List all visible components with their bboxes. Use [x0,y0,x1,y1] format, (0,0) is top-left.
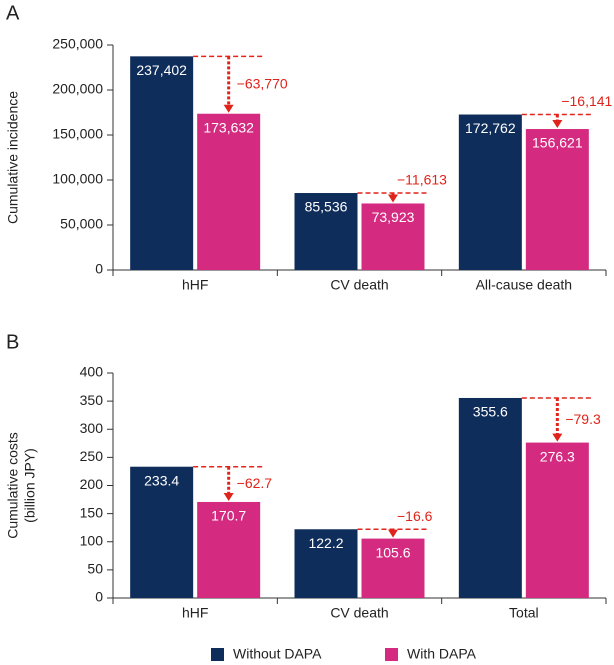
value-label: 170.7 [211,508,246,524]
value-label: 276.3 [540,448,575,464]
value-label: 172,762 [465,120,516,136]
y-tick-label: 0 [95,261,103,277]
legend-swatch [211,648,224,661]
panel-label: B [6,331,19,353]
bar [197,501,261,598]
value-label: 233.4 [144,472,179,488]
y-axis-label: Cumulative incidence [5,91,21,224]
y-tick-label: 0 [95,589,103,605]
bar [294,193,358,270]
value-label: 173,632 [203,119,254,135]
bar [525,442,589,598]
bar [458,397,522,598]
difference-label: −11,613 [397,172,447,188]
y-tick-label: 50,000 [60,216,103,232]
bar [130,466,194,598]
x-tick-label: Total [509,605,539,621]
bar [197,113,261,270]
value-label: 355.6 [473,404,508,420]
y-tick-label: 200,000 [52,81,103,97]
legend-label: With DAPA [407,646,477,662]
y-tick-label: 150,000 [52,126,103,142]
y-tick-label: 400 [80,364,104,380]
arrow-head [388,529,398,538]
value-label: 122.2 [308,535,343,551]
y-axis-label: Cumulative costs [5,432,21,539]
x-tick-label: CV death [330,605,388,621]
y-tick-label: 50 [87,561,103,577]
bar [130,56,194,271]
y-tick-label: 350 [80,392,104,408]
bar [458,114,522,271]
x-tick-label: hHF [182,277,208,293]
value-label: 85,536 [305,199,348,215]
y-tick-label: 250,000 [52,36,103,52]
value-label: 156,621 [532,135,583,151]
legend-swatch [385,648,398,661]
y-tick-label: 100,000 [52,171,103,187]
arrow-head [223,104,234,113]
difference-label: −63,770 [237,76,288,92]
x-tick-label: CV death [330,277,388,293]
legend-label: Without DAPA [233,646,322,662]
y-tick-label: 100 [80,532,104,548]
bar [361,203,425,270]
arrow-head [223,492,234,501]
y-axis-label: (billion JPY) [22,448,38,523]
x-tick-label: hHF [182,605,208,621]
difference-label: −79.3 [565,411,601,427]
x-tick-label: All-cause death [476,277,573,293]
value-label: 237,402 [136,62,187,78]
arrow-head [552,433,563,442]
value-label: 73,923 [372,209,415,225]
y-tick-label: 300 [80,420,104,436]
panel-label: A [6,2,20,24]
bar [525,129,589,270]
difference-label: −62.7 [237,475,273,491]
arrow-head [552,120,563,129]
difference-label: −16.6 [397,508,433,524]
y-tick-label: 150 [80,504,104,520]
y-tick-label: 200 [80,476,104,492]
bar [361,538,425,598]
bar [294,529,358,598]
value-label: 105.6 [375,544,410,560]
difference-label: −16,141 [561,93,612,109]
y-tick-label: 250 [80,448,104,464]
arrow-head [388,194,398,203]
